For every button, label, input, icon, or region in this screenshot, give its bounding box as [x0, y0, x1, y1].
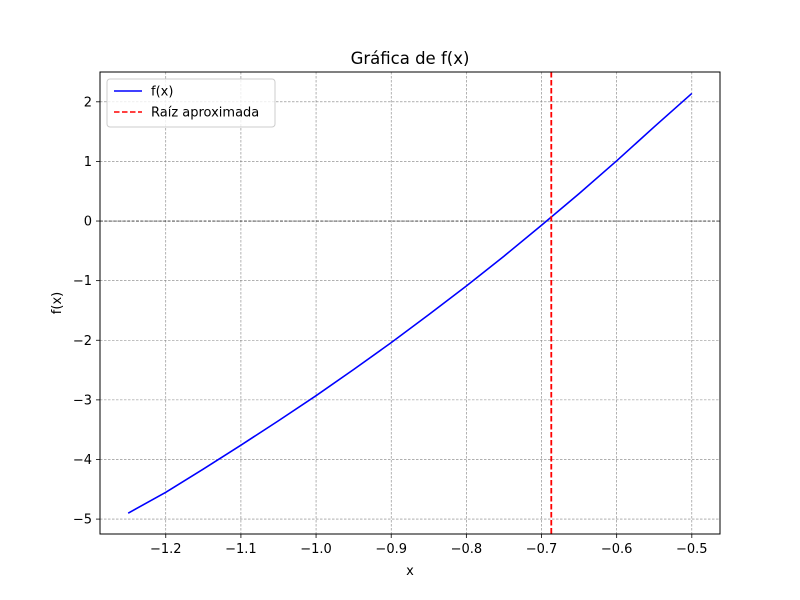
- x-tick-label: −0.9: [375, 542, 407, 557]
- series-line-fx: [127, 92, 693, 514]
- y-axis-label: f(x): [50, 292, 65, 314]
- y-axis-ticks: −5 −4 −3 −2 −1 0 1 2: [73, 95, 100, 528]
- y-tick-label: −4: [73, 453, 92, 468]
- x-axis-ticks: −1.2 −1.1 −1.0 −0.9 −0.8 −0.7 −0.6 −0.5: [150, 534, 708, 557]
- plot-frame: [99, 71, 721, 535]
- legend-label-fx: f(x): [151, 85, 173, 100]
- y-tick-label: −1: [73, 274, 92, 289]
- x-tick-label: −1.1: [225, 542, 257, 557]
- legend-label-root: Raíz aproximada: [151, 106, 259, 121]
- x-tick-label: −0.8: [451, 542, 483, 557]
- x-tick-label: −1.0: [300, 542, 332, 557]
- x-tick-label: −0.6: [601, 542, 633, 557]
- y-tick-label: −5: [73, 513, 92, 528]
- y-tick-label: 2: [84, 95, 92, 110]
- y-tick-label: −3: [73, 393, 92, 408]
- chart-title: Gráfica de f(x): [351, 49, 470, 68]
- y-tick-label: 0: [84, 215, 92, 230]
- legend: f(x) Raíz aproximada: [106, 78, 276, 128]
- x-axis-label: x: [406, 564, 414, 579]
- x-tick-label: −0.7: [526, 542, 558, 557]
- legend-box: [106, 78, 276, 128]
- y-tick-label: 1: [84, 155, 92, 170]
- x-tick-label: −0.5: [676, 542, 708, 557]
- series-layer: [127, 72, 693, 534]
- grid: [100, 72, 720, 534]
- y-tick-label: −2: [73, 334, 92, 349]
- x-tick-label: −1.2: [150, 542, 182, 557]
